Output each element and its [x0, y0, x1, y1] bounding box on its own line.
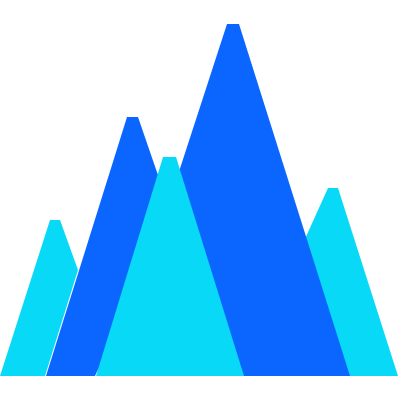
mountain-peak-front-cyan [96, 157, 244, 376]
mountain-peak-left-mid [46, 117, 170, 376]
mountain-peak-left-small [0, 220, 78, 376]
